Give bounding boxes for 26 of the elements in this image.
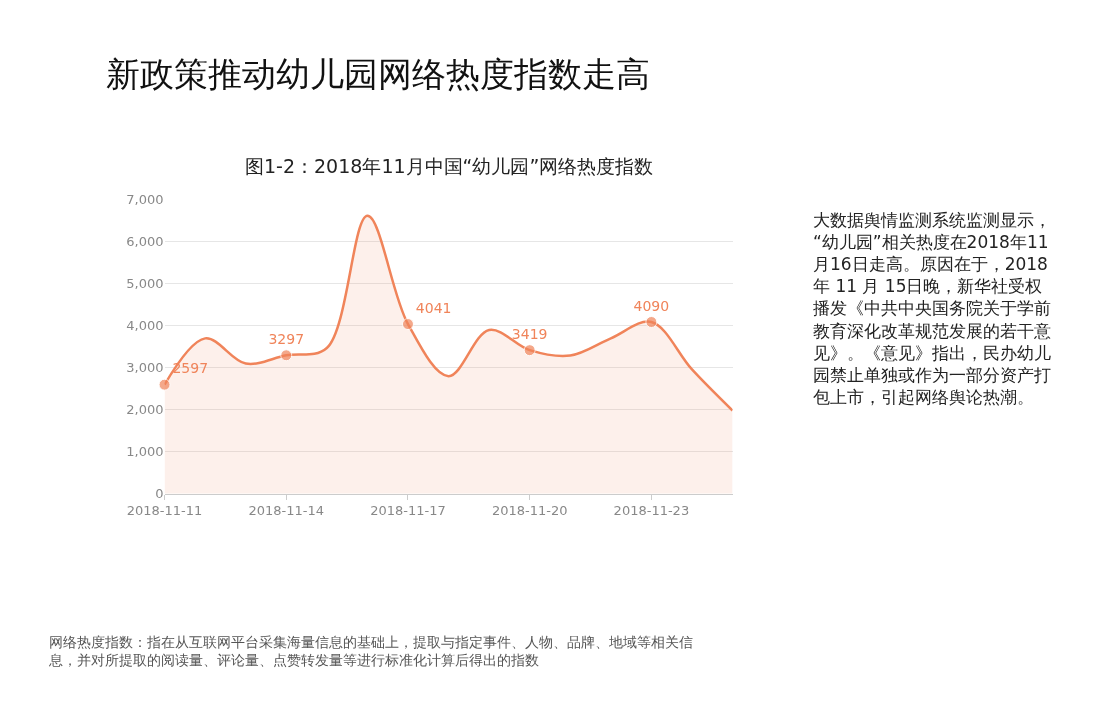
x-tick-label: 2018-11-23 [613, 503, 690, 519]
y-tick-label: 4,000 [126, 318, 164, 334]
chart-title: 新政策推动幼儿园网络热度指数走高 [106, 54, 650, 94]
y-tick-label: 1,000 [126, 444, 164, 460]
point [523, 344, 536, 357]
y-tick-label: 6,000 [126, 234, 164, 250]
y-tick-label: 2,000 [126, 402, 164, 418]
x-tick-label: 2018-11-17 [370, 503, 446, 519]
data-label: 3419 [511, 325, 548, 342]
data-label: 4090 [633, 297, 670, 314]
point [280, 349, 293, 362]
y-tick-label: 3,000 [126, 360, 164, 376]
data-label: 4041 [415, 299, 452, 316]
x-tick-label: 2018-11-14 [248, 503, 325, 519]
y-tick-label: 5,000 [126, 276, 164, 292]
text: 大数据舆情监测系统监测显示，“幼儿园”相关热度在2018年11月16日走高。原因在于，2018 年 11 月 15日晚，新华社受权播发《中共中央国务院关于学前教育深化改革规范发展的若干意见》。《意见》指出，民办幼儿园禁止单独或作为一部分资产打包上市，引起网络舆论热潮。 [813, 210, 1051, 407]
y-tick-label: 0 [155, 486, 164, 502]
data-label: 3297 [268, 330, 305, 347]
data-label: 2597 [172, 360, 209, 377]
x-tick-label: 2018-11-20 [491, 503, 568, 519]
x-tick-label: 2018-11-11 [126, 503, 203, 519]
text: 网络热度指数：指在从互联网平台采集海量信息的基础上，提取与指定事件、人物、品牌、地域等相关信息，并对所提取的阅读量、评论量、点赞转发量等进行标准化计算后得出的指数 [48, 634, 693, 669]
y-tick-label: 7,000 [126, 192, 164, 208]
point [158, 378, 171, 391]
chart-subtitle: 图1-2：2018年11月中国“幼儿园”网络热度指数 [245, 155, 654, 177]
point [401, 318, 414, 331]
